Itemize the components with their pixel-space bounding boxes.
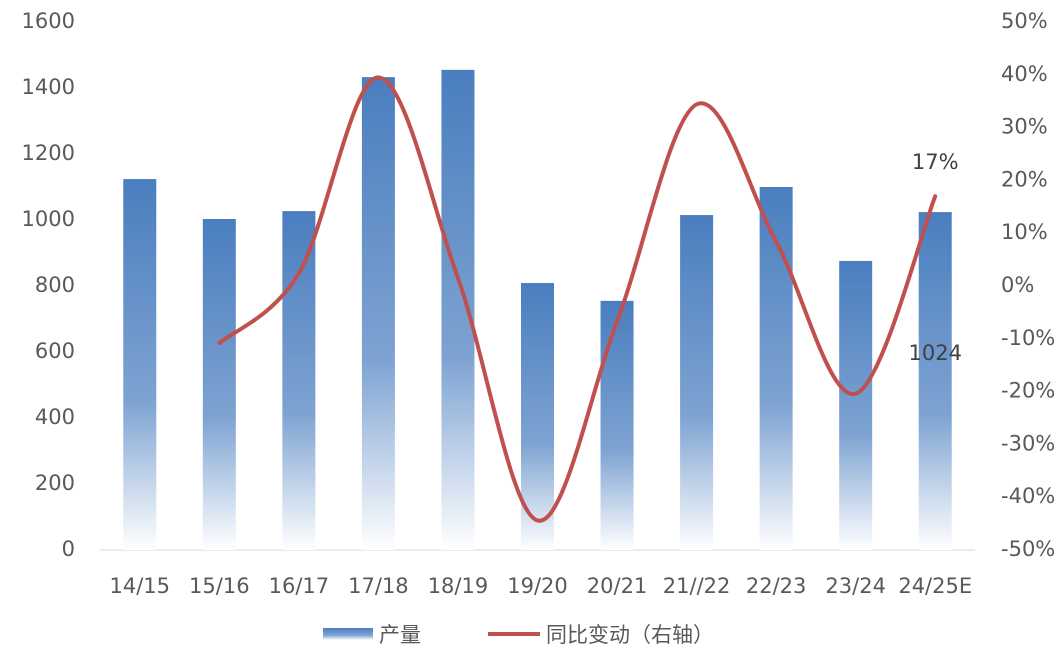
legend-swatch — [323, 628, 373, 640]
bar-value-label: 1024 — [909, 341, 962, 365]
y2-tick-label: -30% — [1001, 431, 1055, 455]
y-tick-label: 800 — [35, 273, 75, 297]
y2-tick-label: 10% — [1001, 220, 1048, 244]
x-tick-label: 24/25E — [898, 574, 972, 598]
x-tick-label: 14/15 — [110, 574, 171, 598]
y2-tick-label: 40% — [1001, 62, 1048, 86]
y-tick-label: 1000 — [22, 207, 75, 231]
bar — [918, 212, 952, 550]
x-tick-label: 15/16 — [189, 574, 250, 598]
y2-tick-label: -20% — [1001, 379, 1055, 403]
bar — [202, 219, 236, 550]
x-tick-label: 21//22 — [663, 574, 731, 598]
line-value-label: 17% — [912, 150, 959, 174]
x-tick-label: 16/17 — [269, 574, 330, 598]
y-tick-label: 600 — [35, 339, 75, 363]
bar — [839, 260, 873, 550]
y-tick-label: 400 — [35, 405, 75, 429]
y2-tick-label: 0% — [1001, 273, 1034, 297]
bar — [680, 215, 714, 551]
y2-tick-label: 20% — [1001, 167, 1048, 191]
x-tick-label: 22/23 — [746, 574, 807, 598]
x-tick-label: 19/20 — [507, 574, 568, 598]
x-tick-label: 20/21 — [587, 574, 648, 598]
y2-tick-label: -50% — [1001, 537, 1055, 561]
line — [217, 75, 938, 523]
x-tick-label: 17/18 — [348, 574, 409, 598]
x-tick-label: 18/19 — [428, 574, 489, 598]
bar — [600, 300, 634, 550]
y-tick-label: 1600 — [22, 9, 75, 33]
y-tick-label: 1200 — [22, 141, 75, 165]
bar — [123, 179, 157, 550]
y-tick-label: 1400 — [22, 75, 75, 99]
y2-tick-label: -10% — [1001, 326, 1055, 350]
y2-tick-label: 30% — [1001, 115, 1048, 139]
y-tick-label: 200 — [35, 471, 75, 495]
legend-label: 同比变动（右轴） — [546, 623, 714, 646]
y2-tick-label: -40% — [1001, 484, 1055, 508]
x-tick-label: 23/24 — [825, 574, 886, 598]
legend-label: 产量 — [379, 623, 421, 646]
bar — [361, 77, 395, 551]
y2-tick-label: 50% — [1001, 9, 1048, 33]
bar — [282, 211, 316, 550]
bar — [759, 187, 793, 550]
y-tick-label: 0 — [62, 537, 75, 561]
